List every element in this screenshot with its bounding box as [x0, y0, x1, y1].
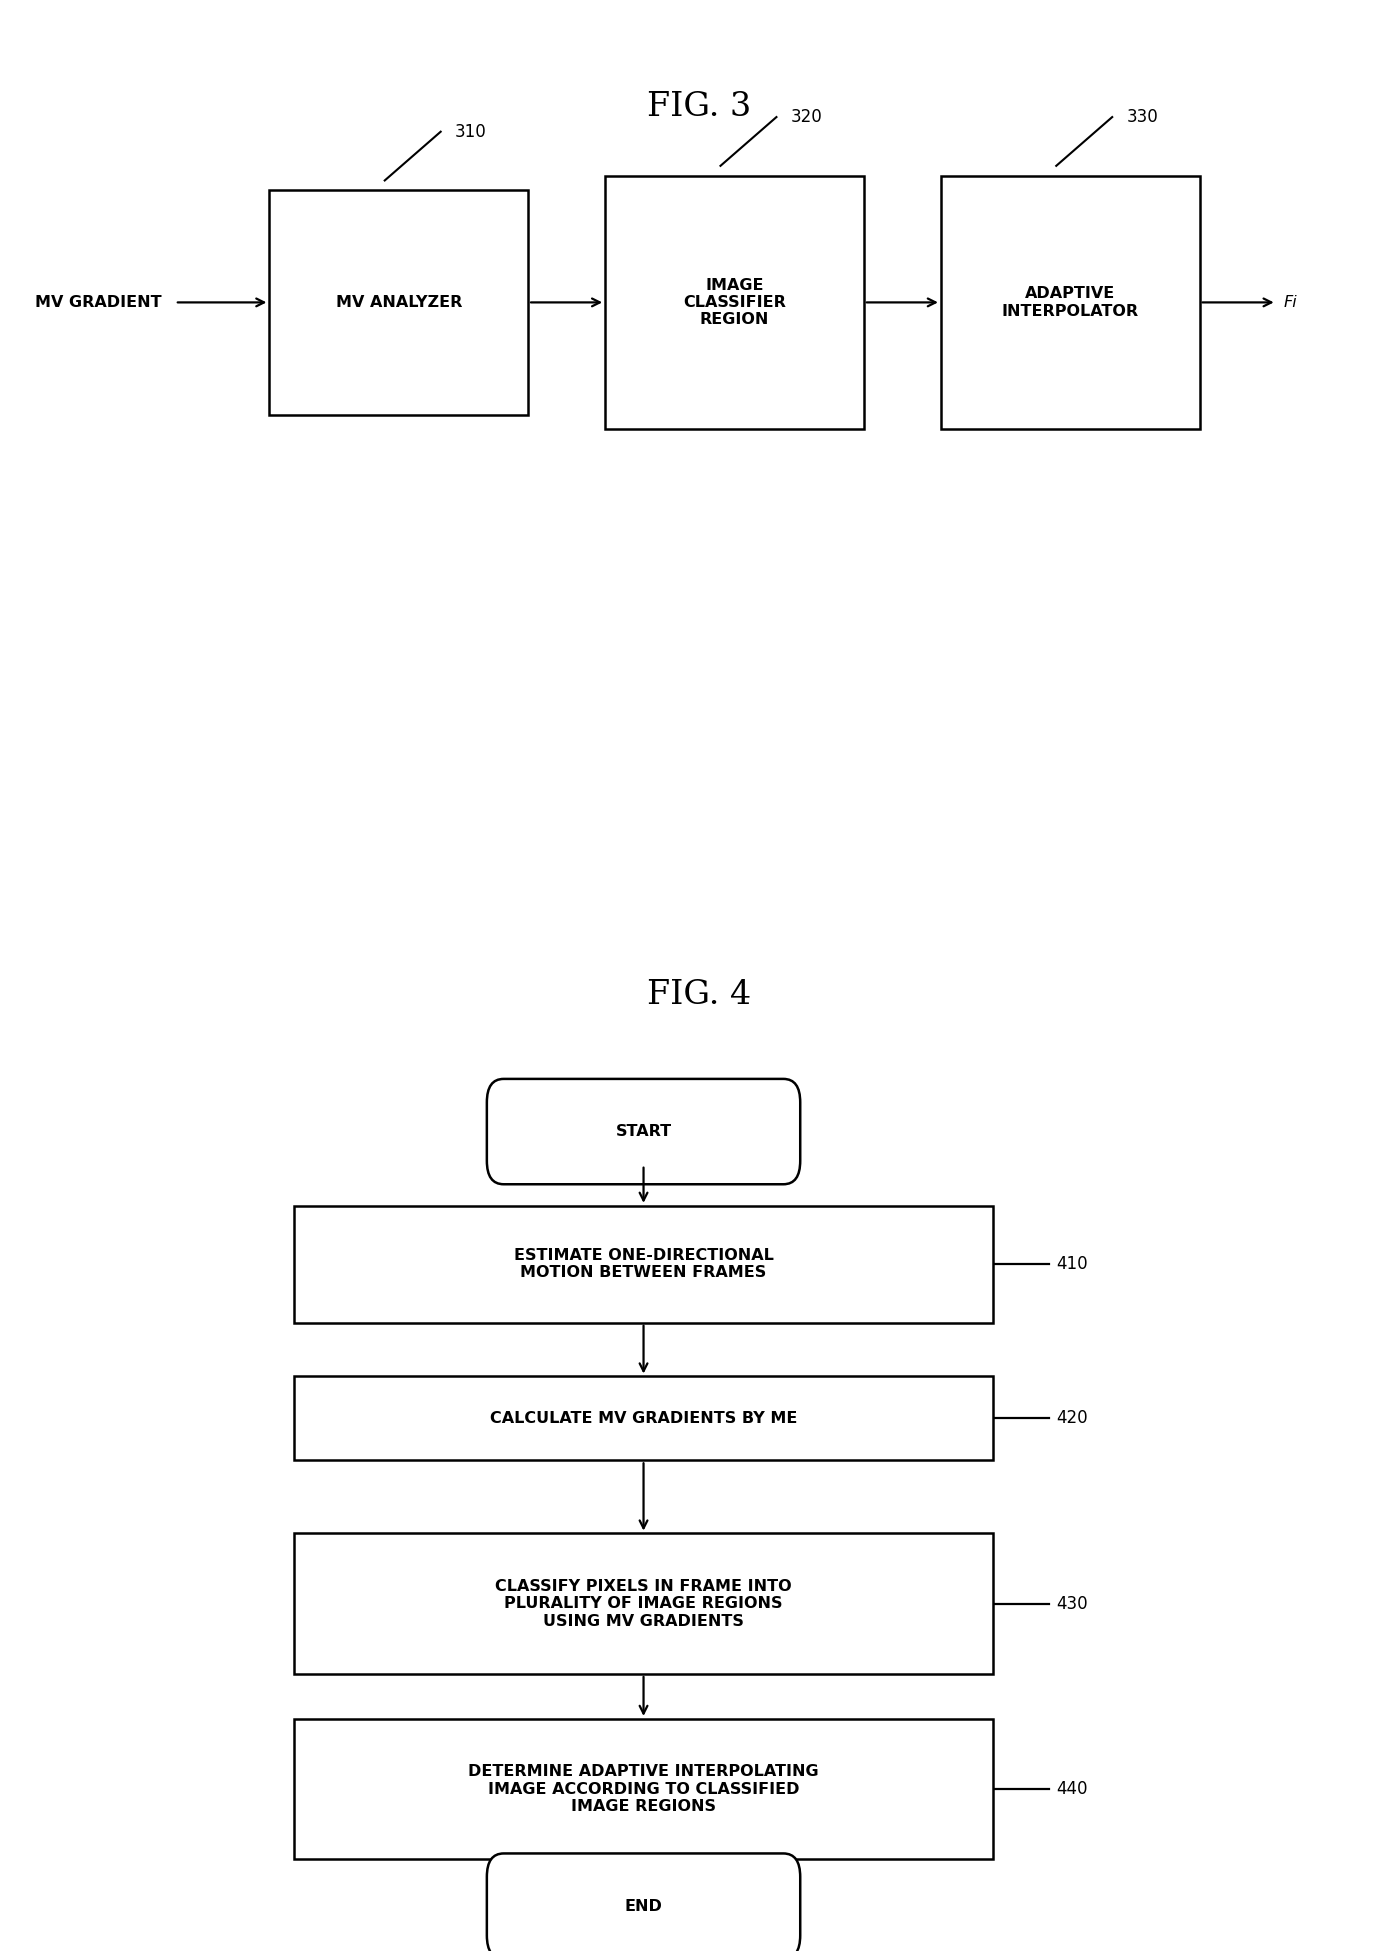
- Text: 430: 430: [1056, 1594, 1088, 1613]
- FancyBboxPatch shape: [604, 176, 863, 429]
- FancyBboxPatch shape: [294, 1533, 993, 1674]
- Text: 420: 420: [1056, 1409, 1088, 1428]
- Text: Fi: Fi: [1284, 295, 1297, 310]
- Text: FIG. 4: FIG. 4: [648, 979, 751, 1011]
- Text: MV GRADIENT: MV GRADIENT: [35, 295, 161, 310]
- Text: IMAGE
CLASSIFIER
REGION: IMAGE CLASSIFIER REGION: [683, 277, 786, 328]
- Text: 310: 310: [455, 123, 487, 140]
- Text: ADAPTIVE
INTERPOLATOR: ADAPTIVE INTERPOLATOR: [1002, 287, 1139, 318]
- Text: CALCULATE MV GRADIENTS BY ME: CALCULATE MV GRADIENTS BY ME: [490, 1411, 797, 1426]
- Text: 410: 410: [1056, 1254, 1088, 1274]
- Text: CLASSIFY PIXELS IN FRAME INTO
PLURALITY OF IMAGE REGIONS
USING MV GRADIENTS: CLASSIFY PIXELS IN FRAME INTO PLURALITY …: [495, 1578, 792, 1629]
- Text: DETERMINE ADAPTIVE INTERPOLATING
IMAGE ACCORDING TO CLASSIFIED
IMAGE REGIONS: DETERMINE ADAPTIVE INTERPOLATING IMAGE A…: [469, 1764, 818, 1814]
- FancyBboxPatch shape: [294, 1206, 993, 1323]
- Text: MV ANALYZER: MV ANALYZER: [336, 295, 462, 310]
- FancyBboxPatch shape: [269, 189, 527, 414]
- FancyBboxPatch shape: [940, 176, 1199, 429]
- Text: 330: 330: [1126, 107, 1158, 127]
- Text: END: END: [624, 1898, 663, 1914]
- FancyBboxPatch shape: [294, 1719, 993, 1859]
- Text: 440: 440: [1056, 1779, 1088, 1799]
- FancyBboxPatch shape: [294, 1377, 993, 1459]
- Text: 320: 320: [790, 107, 823, 127]
- Text: ESTIMATE ONE-DIRECTIONAL
MOTION BETWEEN FRAMES: ESTIMATE ONE-DIRECTIONAL MOTION BETWEEN …: [513, 1249, 774, 1280]
- Text: FIG. 3: FIG. 3: [648, 92, 751, 123]
- FancyBboxPatch shape: [487, 1853, 800, 1951]
- Text: START: START: [616, 1124, 672, 1139]
- FancyBboxPatch shape: [487, 1079, 800, 1184]
